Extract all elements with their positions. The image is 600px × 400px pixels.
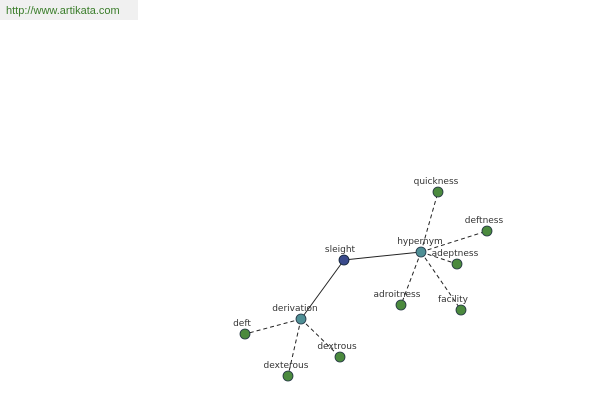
node[interactable]	[455, 304, 467, 316]
node[interactable]	[282, 370, 294, 382]
node[interactable]	[415, 246, 427, 258]
node[interactable]	[295, 313, 307, 325]
node-label[interactable]: adroitness	[374, 290, 421, 300]
edge	[420, 251, 462, 311]
site-url[interactable]: http://www.artikata.com	[0, 0, 138, 20]
node[interactable]	[395, 299, 407, 311]
edge	[343, 251, 422, 261]
node-label[interactable]: dexterous	[264, 361, 309, 371]
edge	[420, 230, 488, 253]
node-label[interactable]: hypernym	[397, 237, 443, 247]
node-label[interactable]: derivation	[272, 304, 318, 314]
edge	[244, 318, 302, 335]
edge	[287, 318, 302, 377]
node-label[interactable]: adeptness	[432, 249, 479, 259]
edge	[300, 259, 345, 320]
node-label[interactable]: deftness	[465, 216, 504, 226]
node[interactable]	[432, 186, 444, 198]
edge	[420, 251, 458, 265]
node[interactable]	[338, 254, 350, 266]
node-label[interactable]: sleight	[325, 245, 356, 255]
node-label[interactable]: deft	[233, 319, 251, 329]
node[interactable]	[239, 328, 251, 340]
node[interactable]	[481, 225, 493, 237]
node-label[interactable]: quickness	[414, 177, 459, 187]
node-label[interactable]: dextrous	[317, 342, 357, 352]
node[interactable]	[334, 351, 346, 363]
node-label[interactable]: facility	[438, 295, 469, 305]
edge	[420, 191, 439, 253]
edge	[300, 318, 341, 358]
node[interactable]	[451, 258, 463, 270]
edge	[400, 251, 422, 306]
